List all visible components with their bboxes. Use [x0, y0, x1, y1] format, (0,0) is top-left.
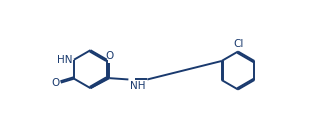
Text: O: O [105, 51, 114, 61]
Text: O: O [51, 78, 59, 88]
Text: HN: HN [57, 55, 72, 65]
Text: Cl: Cl [234, 39, 244, 49]
Text: NH: NH [130, 81, 145, 91]
